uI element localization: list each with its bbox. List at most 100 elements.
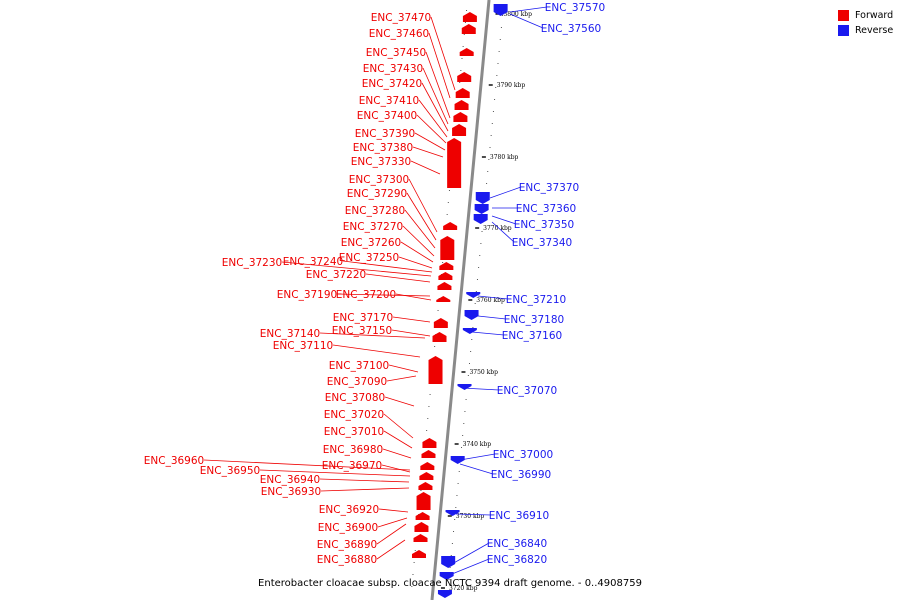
forward-gene-feature bbox=[447, 138, 462, 188]
forward-gene-label: ENC_37010 bbox=[324, 426, 384, 438]
track-dot bbox=[461, 58, 463, 59]
forward-gene-feature bbox=[422, 438, 437, 448]
forward-leader-line bbox=[388, 364, 419, 373]
forward-leader-line bbox=[383, 430, 413, 449]
reverse-gene-feature bbox=[445, 510, 460, 516]
reverse-gene-label: ENC_37180 bbox=[504, 314, 564, 326]
track-dot bbox=[464, 22, 466, 23]
forward-gene-label: ENC_36950 bbox=[200, 465, 260, 477]
forward-leader-line bbox=[319, 478, 410, 483]
forward-gene-feature bbox=[455, 88, 470, 98]
feature-layer bbox=[411, 4, 508, 598]
forward-gene-feature bbox=[440, 236, 455, 260]
track-dot bbox=[413, 562, 415, 563]
forward-gene-feature bbox=[454, 100, 469, 110]
legend-reverse-swatch bbox=[838, 25, 849, 36]
forward-leader-line bbox=[384, 396, 415, 407]
track-dot bbox=[464, 411, 466, 412]
reverse-leader-line bbox=[491, 221, 515, 243]
reverse-gene-label: ENC_36910 bbox=[489, 510, 549, 522]
forward-gene-feature bbox=[459, 48, 474, 56]
forward-gene-feature bbox=[428, 356, 443, 384]
track-dot bbox=[437, 310, 439, 311]
track-dot bbox=[486, 183, 488, 184]
reverse-gene-feature bbox=[457, 384, 472, 390]
track-dot bbox=[447, 202, 449, 203]
forward-gene-label: ENC_37200 bbox=[336, 289, 396, 301]
track-dot bbox=[455, 507, 457, 508]
reverse-leader-line bbox=[509, 6, 548, 13]
forward-leader-line bbox=[404, 209, 436, 249]
reverse-gene-label: ENC_37360 bbox=[516, 203, 576, 215]
track-dot bbox=[420, 490, 422, 491]
reverse-leader-line bbox=[459, 453, 496, 461]
forward-leader-line bbox=[320, 487, 410, 492]
track-dot bbox=[488, 159, 490, 160]
track-dot bbox=[470, 351, 472, 352]
forward-gene-feature bbox=[411, 550, 426, 558]
track-dot bbox=[462, 46, 464, 47]
reverse-gene-label: ENC_37070 bbox=[497, 385, 557, 397]
track-dot bbox=[472, 327, 474, 328]
track-dot bbox=[427, 418, 429, 419]
forward-gene-label: ENC_37460 bbox=[369, 28, 429, 40]
forward-leader-line bbox=[395, 293, 432, 301]
track-dot bbox=[442, 262, 444, 263]
reverse-gene-label: ENC_37560 bbox=[541, 23, 601, 35]
track-dot bbox=[428, 406, 430, 407]
track-dot bbox=[487, 171, 489, 172]
forward-gene-label: ENC_36880 bbox=[317, 554, 377, 566]
track-dot bbox=[471, 339, 473, 340]
forward-gene-label: ENC_37090 bbox=[327, 376, 387, 388]
reverse-leader-line bbox=[471, 331, 505, 336]
legend-forward-swatch bbox=[838, 10, 849, 21]
track-dot bbox=[453, 531, 455, 532]
forward-gene-feature bbox=[432, 332, 447, 342]
legend-forward: Forward bbox=[838, 8, 893, 23]
forward-leader-line bbox=[425, 51, 451, 119]
forward-gene-feature bbox=[415, 512, 430, 520]
forward-leader-line bbox=[386, 375, 417, 382]
forward-leader-line bbox=[378, 508, 409, 513]
forward-gene-label: ENC_37380 bbox=[353, 142, 413, 154]
forward-gene-feature bbox=[418, 482, 433, 490]
track-dot bbox=[449, 567, 451, 568]
reverse-gene-label: ENC_37370 bbox=[519, 182, 579, 194]
forward-gene-label: ENC_37410 bbox=[359, 95, 419, 107]
forward-gene-label: ENC_37390 bbox=[355, 128, 415, 140]
track-dot bbox=[457, 483, 459, 484]
legend-forward-label: Forward bbox=[855, 10, 894, 21]
reverse-gene-feature bbox=[464, 310, 479, 320]
forward-gene-label: ENC_37220 bbox=[306, 269, 366, 281]
reverse-gene-label: ENC_37570 bbox=[545, 2, 605, 14]
track-dot bbox=[498, 51, 500, 52]
tick-layer: 3800 kbp 3790 kbp 3780 kbp 3770 kbp 3760 kbp… bbox=[440, 11, 532, 592]
forward-gene-label: ENC_37280 bbox=[345, 205, 405, 217]
forward-leader-line bbox=[391, 329, 431, 337]
forward-leader-line bbox=[408, 178, 438, 233]
track-dot bbox=[467, 375, 469, 376]
forward-leader-line bbox=[381, 464, 411, 473]
forward-gene-label: ENC_37400 bbox=[357, 110, 417, 122]
forward-gene-label: ENC_37240 bbox=[283, 256, 343, 268]
reverse-leader-line bbox=[451, 542, 490, 565]
forward-gene-label: ENC_37330 bbox=[351, 156, 411, 168]
reverse-gene-label: ENC_37210 bbox=[506, 294, 566, 306]
forward-gene-feature bbox=[453, 112, 468, 122]
forward-leader-line bbox=[376, 539, 406, 560]
genome-caption: Enterobacter cloacae subsp. cloacae NCTC… bbox=[258, 578, 642, 589]
reverse-gene-label: ENC_37340 bbox=[512, 237, 572, 249]
reverse-leader-line bbox=[461, 387, 500, 391]
forward-gene-label: ENC_36930 bbox=[261, 486, 321, 498]
forward-gene-feature bbox=[421, 450, 436, 458]
forward-gene-feature bbox=[439, 262, 454, 270]
track-dot bbox=[500, 27, 502, 28]
track-dot bbox=[458, 471, 460, 472]
reverse-leader-line bbox=[455, 513, 492, 516]
forward-leader-line bbox=[398, 256, 433, 269]
reverse-gene-feature bbox=[437, 590, 452, 598]
forward-leader-line bbox=[281, 261, 432, 277]
track-dot bbox=[468, 363, 470, 364]
reverse-gene-feature bbox=[466, 292, 481, 298]
forward-gene-label: ENC_37230 bbox=[222, 257, 282, 269]
